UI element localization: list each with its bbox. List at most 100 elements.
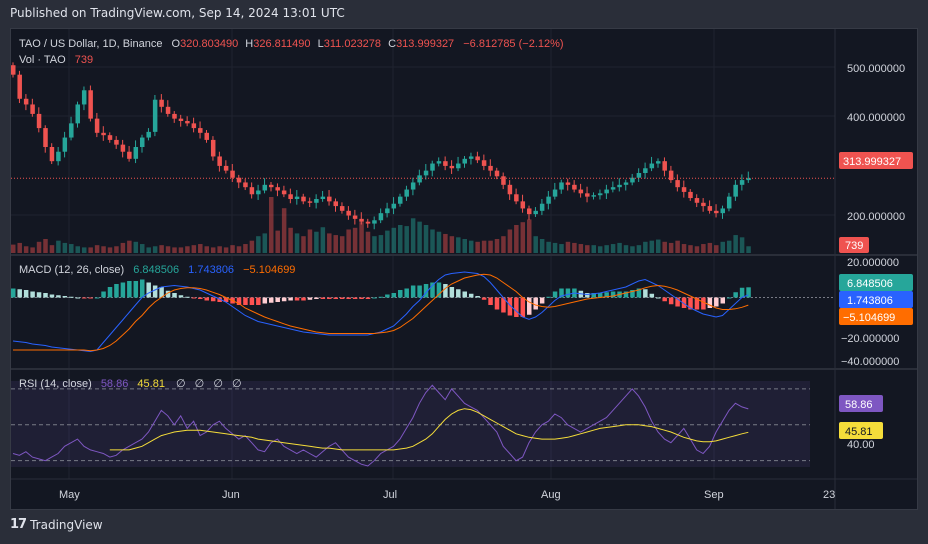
volume-bar	[301, 236, 306, 253]
volume-bar	[146, 247, 151, 253]
macd-hist-bar	[559, 288, 564, 298]
candle-body	[185, 121, 190, 124]
volume-bar	[127, 240, 132, 253]
rsi-legend[interactable]: RSI (14, close) 58.86 45.81 ∅ ∅ ∅ ∅	[19, 378, 242, 390]
candle-body	[527, 208, 532, 215]
macd-tick-neg20: −20.000000	[841, 333, 899, 345]
price-tick-400: 400.000000	[847, 112, 905, 124]
macd-legend[interactable]: MACD (12, 26, close) 6.848506 1.743806 −…	[19, 264, 295, 276]
volume-bar	[662, 241, 667, 253]
macd-hist-bar	[262, 297, 268, 304]
candle-body	[281, 190, 287, 195]
macd-hist-bar	[69, 296, 74, 298]
volume-bar	[62, 242, 68, 253]
candle-body	[443, 161, 448, 166]
price-axis[interactable]: 500.000000 400.000000 200.000000	[847, 63, 905, 223]
volume-bar	[191, 245, 197, 253]
volume-bar	[591, 245, 596, 253]
macd-hist-bar	[668, 297, 674, 305]
macd-hist-bar	[391, 293, 397, 298]
macd-hist-bar	[249, 297, 255, 305]
candle-body	[236, 177, 242, 183]
macd-hist-bar	[649, 293, 655, 298]
macd-hist-bar	[81, 297, 87, 299]
candle-body	[262, 184, 268, 191]
volume-bar	[636, 245, 642, 253]
candle-body	[617, 184, 622, 188]
candle-body	[714, 210, 719, 214]
candle-body	[359, 218, 364, 222]
candle-body	[507, 184, 513, 195]
macd-hist-bar	[17, 289, 22, 298]
macd-hist-bar	[630, 290, 635, 298]
volume-bar	[585, 245, 590, 253]
volume-bar	[17, 242, 22, 253]
volume-bar	[726, 240, 732, 253]
macd-hist-bar	[294, 297, 300, 301]
volume-bar	[269, 197, 274, 253]
candle-body	[327, 196, 332, 202]
candle-body	[404, 189, 409, 197]
macd-hist-bar	[320, 297, 326, 299]
macd-hist-bar	[662, 297, 667, 302]
footer-brand[interactable]: 17 TradingView	[10, 517, 103, 532]
chart-svg[interactable]: 500.000000 400.000000 200.000000 20.0000…	[11, 29, 917, 509]
volume-bar	[681, 244, 687, 253]
volume-bar	[520, 222, 526, 253]
candle-body	[75, 104, 80, 124]
volume-bar	[75, 246, 80, 253]
candle-body	[140, 137, 145, 147]
macd-hist-bar	[75, 297, 80, 299]
macd-hist-bar	[423, 284, 429, 298]
candle-body	[662, 161, 667, 171]
candle-body	[591, 195, 596, 197]
candle-body	[249, 187, 255, 195]
macd-hist-bar	[643, 289, 648, 298]
macd-hist-bar	[565, 288, 571, 298]
macd-legend-label: MACD (12, 26, close)	[19, 264, 124, 276]
candle-body	[62, 137, 68, 152]
candle-body	[243, 182, 248, 188]
volume-bar	[423, 225, 429, 253]
macd-hist-bar	[591, 293, 596, 298]
volume-bar	[746, 246, 751, 253]
candle-body	[198, 128, 203, 133]
chart-frame[interactable]: 500.000000 400.000000 200.000000 20.0000…	[10, 28, 918, 510]
volume-bar	[501, 236, 506, 253]
candle-body	[172, 113, 177, 119]
candle-body	[546, 196, 551, 204]
macd-hist-bar	[507, 297, 513, 316]
candle-body	[223, 165, 229, 171]
macd-hist-bar	[694, 297, 700, 310]
macd-signal-badge: −5.104699	[839, 308, 913, 325]
macd-hist-bar	[533, 297, 538, 310]
volume-bars	[11, 197, 751, 253]
candle-body	[694, 198, 700, 203]
price-candles	[11, 62, 751, 230]
macd-hist-bar	[243, 297, 248, 305]
macd-hist-bar	[146, 282, 151, 298]
volume-bar	[307, 229, 313, 253]
candle-body	[746, 178, 751, 181]
macd-hist-badge: 6.848506	[839, 274, 913, 291]
time-axis[interactable]: May Jun Jul Aug Sep 23	[59, 489, 835, 501]
macd-hist-bar	[656, 297, 661, 299]
candle-body	[294, 196, 300, 199]
macd-axis[interactable]: 20.000000 −20.000000 −40.000000	[841, 257, 899, 368]
macd-tick-neg40: −40.000000	[841, 356, 899, 368]
time-tick-aug: Aug	[541, 489, 561, 501]
volume-bar	[294, 233, 300, 253]
macd-legend-macd: 1.743806	[188, 264, 234, 276]
macd-hist-bar	[365, 297, 371, 299]
volume-bar	[359, 222, 364, 253]
macd-hist-bar	[333, 297, 338, 299]
volume-bar	[198, 244, 203, 253]
volume-bar	[236, 246, 242, 253]
candle-body	[720, 208, 725, 214]
rsi-axis[interactable]: 40.00	[847, 439, 875, 451]
volume-bar	[643, 241, 648, 253]
volume-bar	[572, 242, 577, 253]
volume-bar	[133, 241, 139, 253]
price-legend[interactable]: TAO / US Dollar, 1D, Binance O320.803490…	[19, 38, 564, 66]
candle-body	[378, 213, 384, 221]
